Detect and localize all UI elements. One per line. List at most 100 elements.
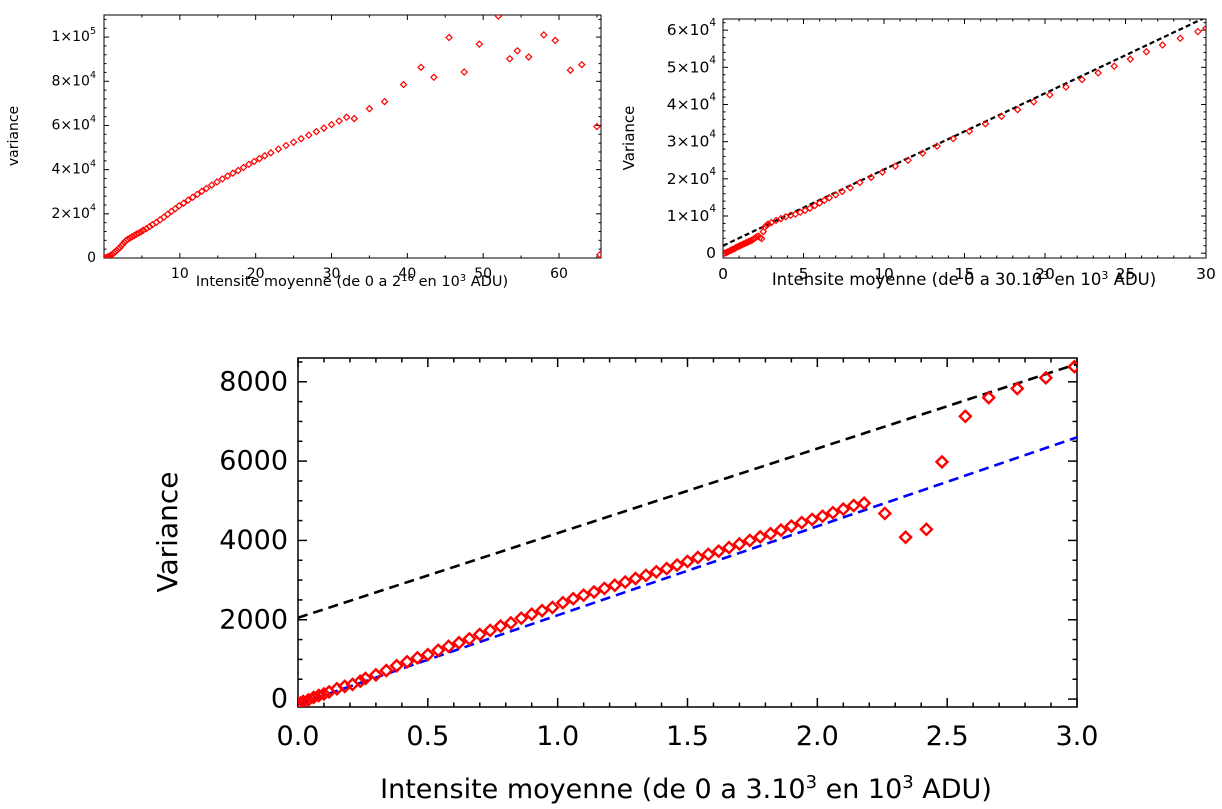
plot-frame	[722, 18, 1207, 259]
data-point	[757, 234, 766, 243]
fit-line	[723, 19, 1205, 247]
data-point	[669, 557, 685, 573]
data-point	[738, 240, 747, 249]
data-point	[130, 231, 139, 240]
plot-contents	[104, 15, 601, 258]
data-point	[741, 239, 750, 247]
data-point	[836, 501, 851, 517]
data-point	[1094, 69, 1102, 77]
data-point	[145, 222, 154, 231]
data-point	[358, 671, 373, 686]
data-point	[503, 615, 519, 631]
plot-area	[723, 19, 1206, 258]
data-point	[184, 196, 193, 204]
x-tick-label: 0.0	[277, 721, 320, 752]
data-point	[475, 40, 484, 49]
data-point	[725, 247, 734, 255]
data-point	[135, 229, 143, 237]
data-point	[365, 104, 374, 113]
data-point	[445, 33, 453, 42]
x-tick-label: 20	[1035, 265, 1055, 283]
data-point	[274, 145, 283, 153]
data-point	[919, 522, 934, 537]
y-tick-label: 6000	[219, 446, 288, 477]
x-tick-label: 2.5	[926, 721, 969, 752]
plot-contents	[723, 19, 1206, 258]
data-point	[856, 178, 864, 187]
data-point	[430, 73, 438, 82]
data-point	[244, 160, 253, 169]
data-point	[740, 240, 748, 248]
data-point	[197, 187, 206, 196]
data-point	[958, 409, 973, 424]
data-point	[820, 196, 829, 205]
data-point	[389, 658, 404, 673]
data-point	[1038, 370, 1054, 386]
data-point	[891, 162, 900, 171]
y-tick-label: 6×104	[52, 114, 97, 134]
data-point	[763, 526, 778, 541]
data-point	[266, 148, 275, 157]
data-point	[727, 246, 735, 255]
data-point	[320, 124, 328, 132]
data-point	[723, 248, 731, 257]
data-point	[1010, 381, 1025, 396]
x-tick-label: 20	[247, 266, 265, 282]
data-point	[773, 522, 789, 538]
x-axis-label: Intensite moyenne (de 0 a 30.103 en 103 …	[772, 269, 1156, 290]
data-point	[764, 220, 772, 229]
y-tick-label: 4×104	[52, 158, 97, 178]
data-point	[125, 234, 134, 242]
data-point	[311, 688, 326, 703]
x-tick-labels: 10 20 30 40 50 60	[171, 266, 568, 282]
data-point	[997, 112, 1006, 121]
data-point	[380, 97, 389, 106]
data-point	[638, 568, 654, 583]
data-point	[534, 603, 550, 618]
data-point	[723, 249, 729, 258]
data-point	[493, 618, 508, 634]
data-point	[744, 237, 753, 246]
y-axis-label: Variance	[151, 472, 184, 593]
data-point	[1194, 27, 1202, 36]
data-point	[831, 190, 840, 199]
x-tick-label: 1.5	[666, 721, 709, 752]
data-point	[368, 667, 384, 683]
data-point	[202, 184, 211, 193]
x-tick-label: 10	[171, 266, 189, 282]
data-point	[649, 564, 664, 579]
data-point	[555, 595, 571, 610]
data-point	[806, 204, 814, 213]
data-point	[767, 218, 776, 227]
data-point	[743, 238, 751, 247]
x-tick-label: 30	[323, 266, 341, 282]
fit-line	[298, 362, 1077, 620]
data-point	[1202, 24, 1206, 33]
data-point	[1110, 62, 1119, 71]
chart-top-right: 0 5 10 15 20 25 30 0 1×104 2×104 3×104 4×104 5×104 6…	[620, 17, 1216, 289]
data-point	[846, 498, 861, 513]
data-point	[188, 193, 197, 202]
data-point	[505, 54, 514, 63]
data-point	[139, 226, 148, 235]
x-tick-label: 1.0	[536, 721, 579, 752]
data-point	[298, 697, 306, 707]
data-point	[128, 232, 136, 241]
y-tick-labels: 0 2000 4000 6000 8000	[219, 366, 288, 714]
data-point	[301, 692, 316, 707]
data-point	[441, 639, 456, 654]
data-point	[838, 187, 846, 196]
data-point	[794, 515, 809, 530]
data-point	[877, 506, 893, 521]
data-point	[417, 63, 425, 72]
data-point	[524, 53, 533, 61]
x-tick-label: 50	[474, 266, 492, 282]
data-point	[420, 647, 436, 662]
data-point	[540, 31, 548, 39]
data-point	[981, 119, 990, 128]
y-tick-label: 2×104	[667, 166, 717, 188]
data-point	[728, 245, 737, 254]
y-tick-label: 2000	[219, 604, 288, 635]
data-point	[898, 530, 913, 545]
data-point	[1142, 47, 1151, 56]
